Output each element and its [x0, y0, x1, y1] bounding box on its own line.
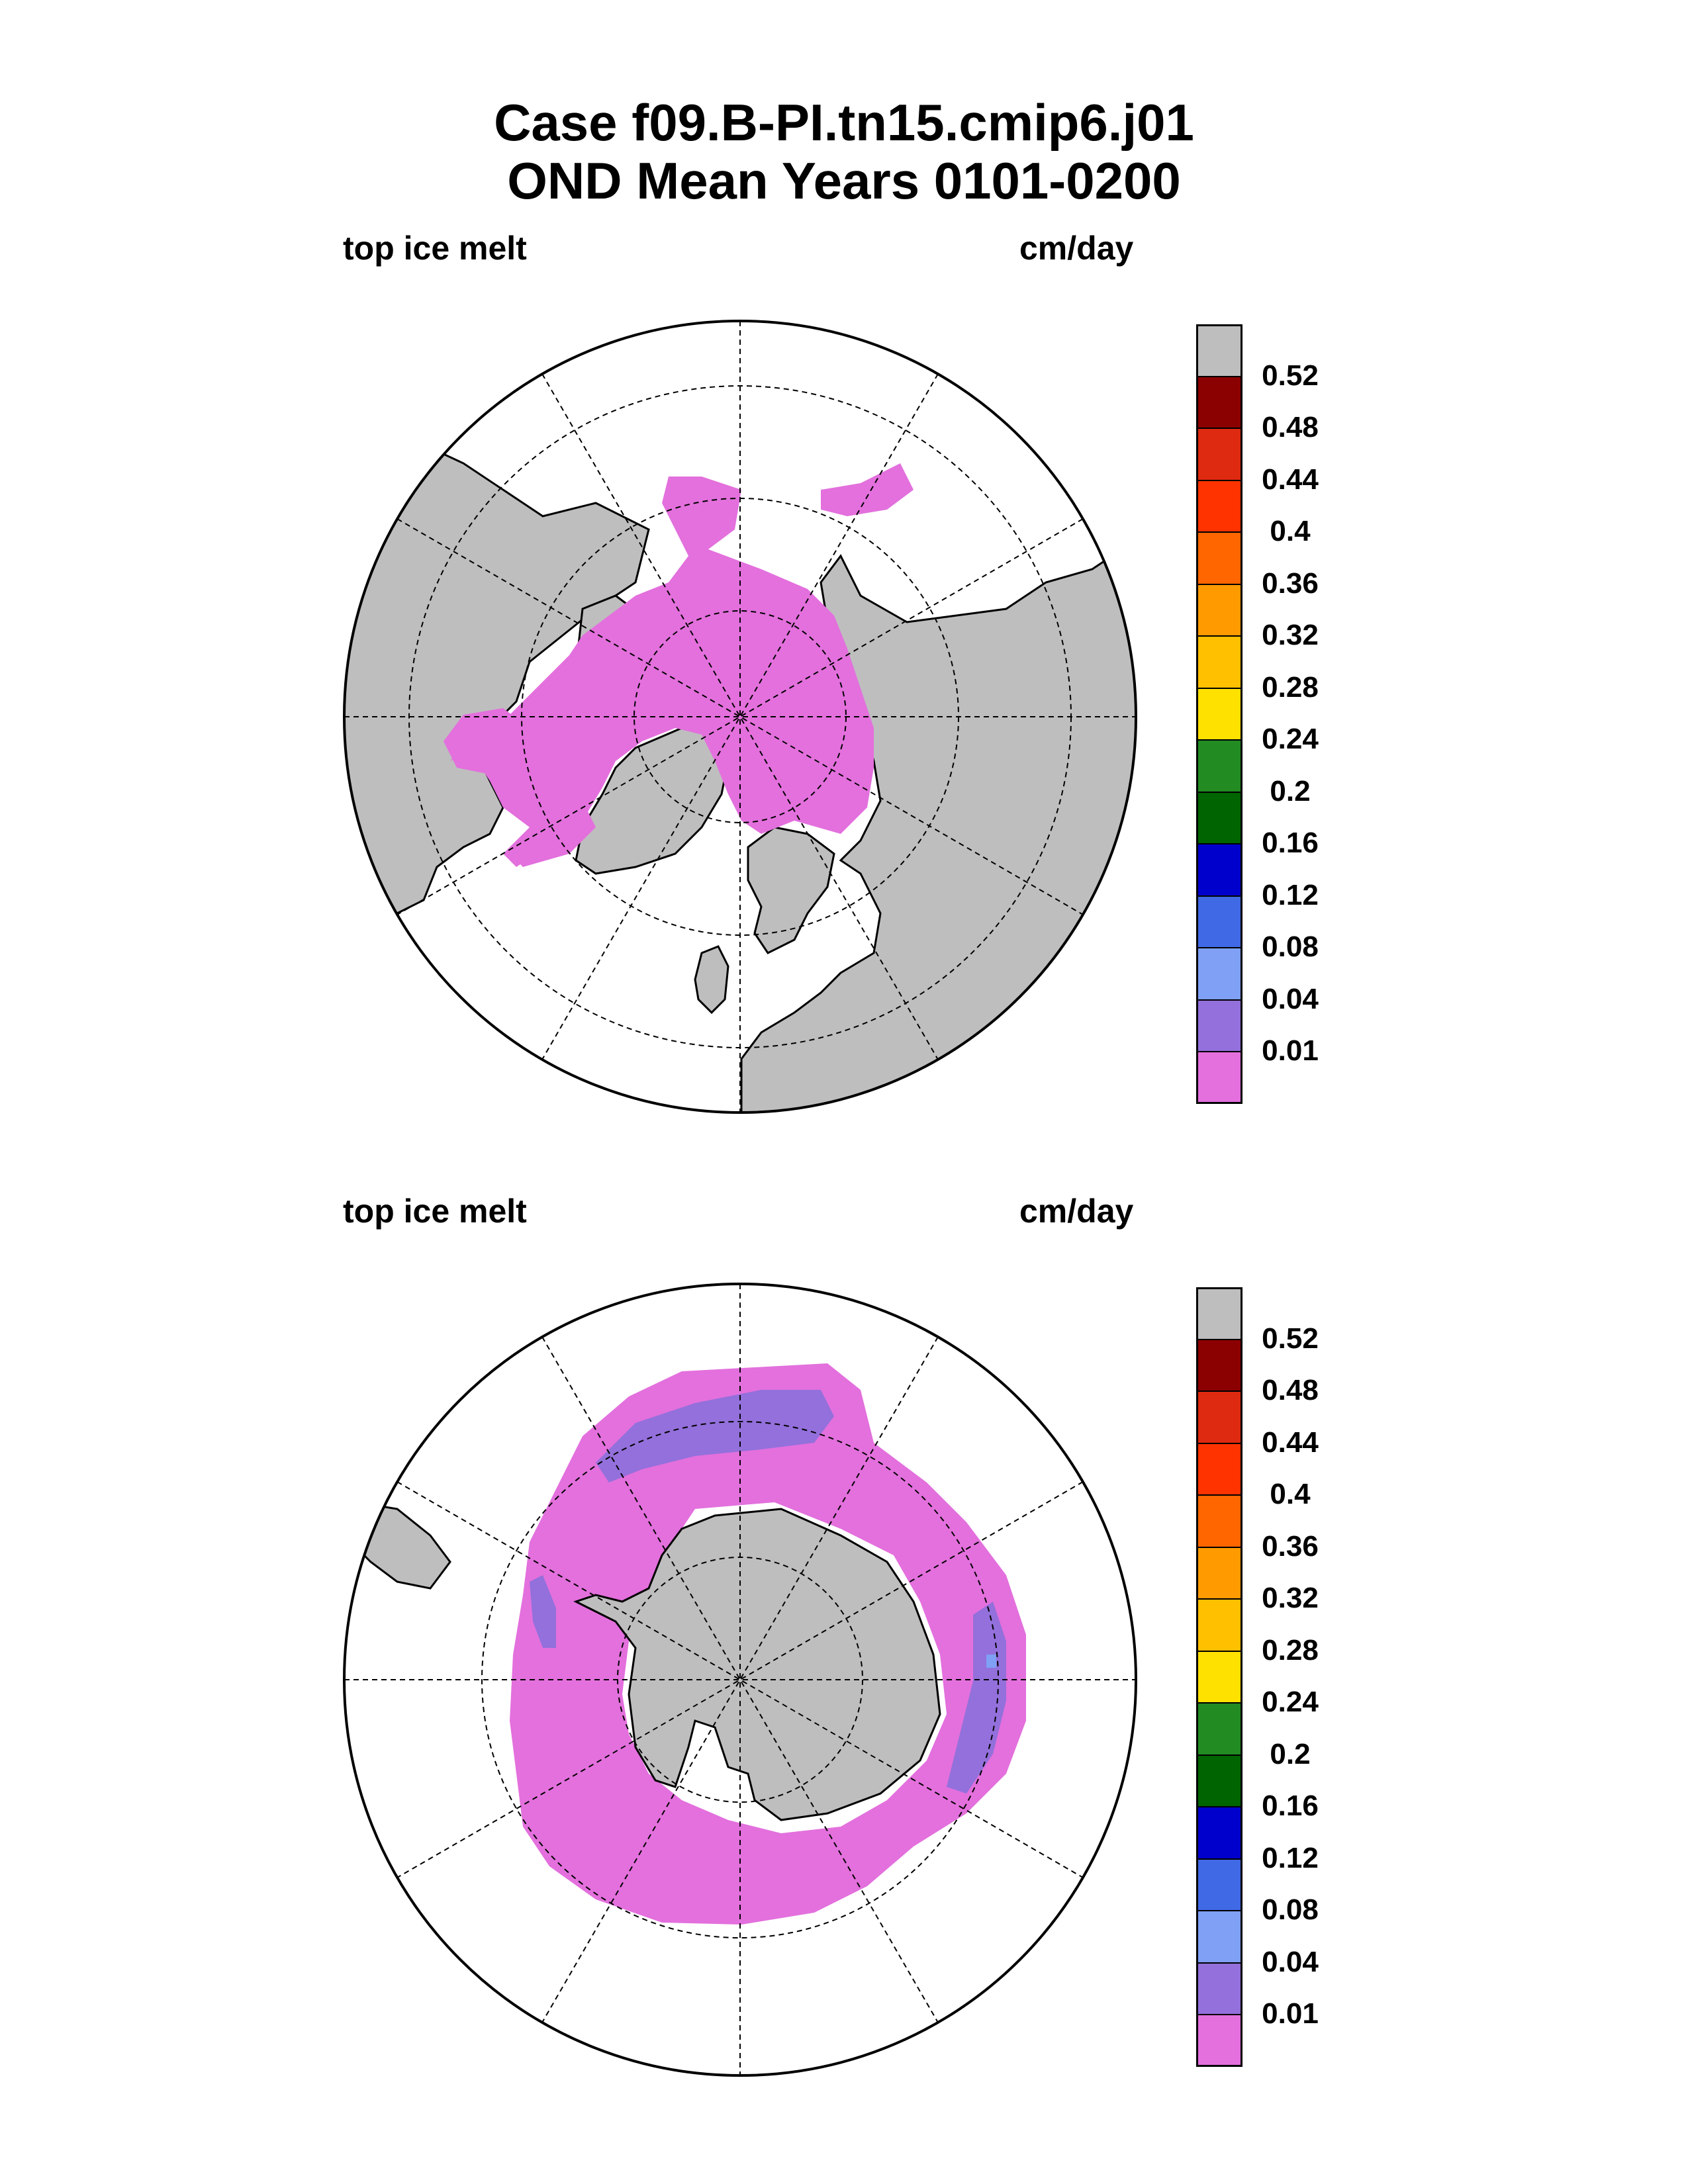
south-sea-ice-melt-ring	[510, 1363, 1026, 1925]
colorbar-box	[1196, 1599, 1243, 1651]
colorbar-tick-label: 0.28	[1262, 670, 1319, 704]
colorbar-box	[1196, 1287, 1243, 1340]
colorbar-tick-label: 0.48	[1262, 411, 1319, 443]
colorbar-tick-label: 0.24	[1262, 723, 1319, 755]
colorbar-box	[1196, 1807, 1243, 1859]
colorbar-box	[1196, 1443, 1243, 1495]
colorbar-tick-label: 0.16	[1262, 827, 1319, 859]
colorbar-box	[1196, 948, 1243, 1000]
north-variable-label: top ice melt	[343, 230, 527, 267]
south-polar-map	[344, 1284, 1136, 2075]
colorbar-box	[1196, 1547, 1243, 1599]
colorbar-box	[1196, 1962, 1243, 2015]
colorbar-box	[1196, 844, 1243, 896]
labrador-ice-region	[510, 801, 596, 867]
colorbar-tick-label: 0.52	[1262, 1322, 1319, 1355]
british-isles-landmass	[694, 945, 729, 1015]
colorbar-box	[1196, 688, 1243, 740]
title-line-1: Case f09.B-PI.tn15.cmip6.j01	[494, 93, 1194, 152]
colorbar-box	[1196, 2015, 1243, 2067]
colorbar-tick-label: 0.01	[1262, 1997, 1319, 2030]
south-melt-patch-high	[986, 1655, 996, 1668]
south-graticule	[344, 1284, 1136, 2075]
colorbar-tick-label: 0.48	[1262, 1374, 1319, 1406]
colorbar-box	[1196, 1052, 1243, 1104]
colorbar-tick-label: 0.2	[1270, 1737, 1311, 1770]
south-melt-patch-indian	[947, 1602, 1006, 1794]
south-melt-patch-weddell	[530, 1575, 556, 1648]
south-colorbar: 0.01 0.04 0.08 0.12 0.16 0.2 0.24 0.28 0.32 0.36 0…	[1196, 1287, 1355, 2068]
north-units-label: cm/day	[1019, 230, 1134, 267]
south-units-label: cm/day	[1019, 1193, 1134, 1230]
colorbar-tick-label: 0.36	[1262, 567, 1319, 600]
colorbar-tick-label: 0.4	[1270, 1478, 1311, 1510]
colorbar-box	[1196, 1911, 1243, 1963]
colorbar-tick-label: 0.32	[1262, 1582, 1319, 1614]
colorbar-tick-label: 0.16	[1262, 1790, 1319, 1822]
colorbar-tick-label: 0.36	[1262, 1529, 1319, 1563]
colorbar-tick-label: 0.4	[1270, 515, 1311, 547]
colorbar-box	[1196, 1754, 1243, 1807]
colorbar-tick-label: 0.08	[1262, 1893, 1319, 1926]
colorbar-tick-label: 0.44	[1262, 463, 1319, 496]
colorbar-tick-label: 0.28	[1262, 1633, 1319, 1666]
colorbar-tick-label: 0.04	[1262, 982, 1319, 1015]
colorbar-box	[1196, 636, 1243, 688]
hudson-bay-ice-region	[444, 708, 530, 774]
south-map-border	[343, 1283, 1137, 2077]
colorbar-box	[1196, 376, 1243, 428]
colorbar-box	[1196, 999, 1243, 1052]
colorbar-box	[1196, 792, 1243, 844]
colorbar-tick-label: 0.24	[1262, 1686, 1319, 1718]
colorbar-tick-label: 0.12	[1262, 1841, 1319, 1874]
north-colorbar: 0.01 0.04 0.08 0.12 0.16 0.2 0.24 0.28 0.32 0.36 0…	[1196, 324, 1355, 1105]
colorbar-box	[1196, 428, 1243, 480]
colorbar-box	[1196, 324, 1243, 377]
colorbar-tick-label: 0.44	[1262, 1426, 1319, 1459]
title-line-2: OND Mean Years 0101-0200	[507, 152, 1181, 210]
north-map-border	[343, 320, 1137, 1114]
colorbar-box	[1196, 1391, 1243, 1443]
north-sea-ice-melt-region	[450, 477, 874, 867]
south-melt-patch-pacific	[596, 1390, 834, 1482]
colorbar-box	[1196, 1495, 1243, 1547]
colorbar-tick-label: 0.08	[1262, 931, 1319, 963]
colorbar-tick-label: 0.12	[1262, 878, 1319, 911]
colorbar-tick-label: 0.04	[1262, 1945, 1319, 1978]
colorbar-box	[1196, 1858, 1243, 1911]
colorbar-box	[1196, 532, 1243, 584]
colorbar-tick-label: 0.01	[1262, 1034, 1319, 1067]
colorbar-tick-label: 0.32	[1262, 619, 1319, 651]
colorbar-box	[1196, 480, 1243, 532]
south-variable-label: top ice melt	[343, 1193, 527, 1230]
colorbar-box	[1196, 1651, 1243, 1703]
colorbar-tick-label: 0.2	[1270, 774, 1311, 807]
north-graticule	[344, 321, 1136, 1113]
colorbar-box	[1196, 740, 1243, 792]
colorbar-box	[1196, 584, 1243, 636]
colorbar-box	[1196, 895, 1243, 948]
colorbar-tick-label: 0.52	[1262, 359, 1319, 392]
colorbar-box	[1196, 1703, 1243, 1755]
bering-sea-ice-region	[821, 463, 914, 516]
colorbar-box	[1196, 1339, 1243, 1391]
